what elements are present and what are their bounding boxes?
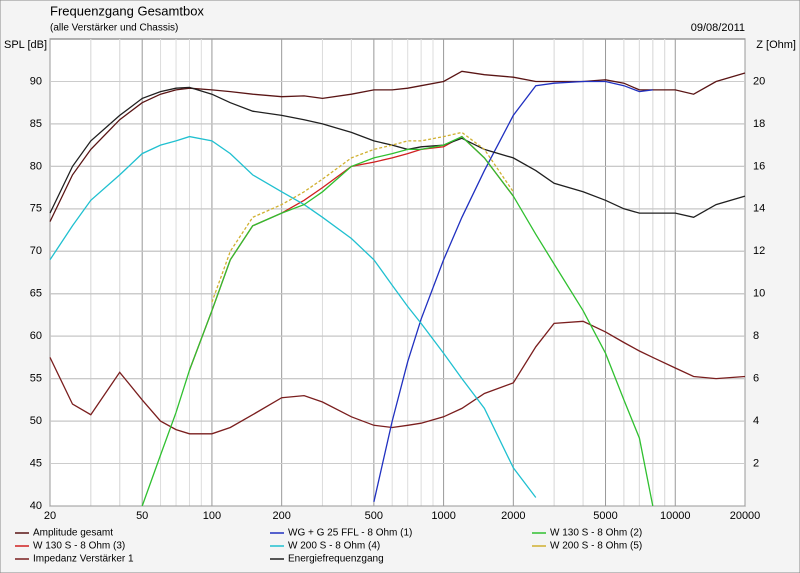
legend-label: Energiefrequenzgang [288,554,384,565]
chart-subtitle: (alle Verstärker und Chassis) [50,23,178,34]
x-tick-label: 10000 [660,510,691,522]
x-tick-label: 50 [136,510,148,522]
x-tick-label: 20000 [730,510,761,522]
series-line [49,86,746,218]
x-tick-label: 200 [272,510,290,522]
date: 09/08/2011 [691,22,745,34]
x-tick-label: 500 [365,510,383,522]
y-tick-label: 75 [30,203,42,215]
y2-tick-label: 6 [753,373,759,385]
y-tick-label: 85 [30,118,42,130]
y-tick-label: 45 [30,457,42,469]
series-line [211,131,514,303]
y-tick-label: 90 [30,75,42,87]
legend-label: W 130 S - 8 Ohm (3) [33,541,125,552]
legend-label: W 200 S - 8 Ohm (4) [288,541,380,552]
y-axis-label: SPL [dB] [4,39,47,51]
y2-tick-label: 16 [753,160,765,172]
legend-label: WG + G 25 FFL - 8 Ohm (1) [288,528,412,539]
y-tick-label: 65 [30,288,42,300]
y2-tick-label: 14 [753,203,765,215]
series-line [49,135,537,498]
y-tick-label: 70 [30,245,42,257]
y2-tick-label: 18 [753,118,765,130]
plot-area [49,38,746,507]
y-tick-label: 60 [30,330,42,342]
x-tick-label: 5000 [593,510,617,522]
y2-tick-label: 2 [753,457,759,469]
y-tick-label: 50 [30,415,42,427]
legend-label: Amplitude gesamt [33,528,113,539]
series-line [49,320,746,435]
y2-axis-label: Z [Ohm] [756,39,796,51]
legend-label: Impedanz Verstärker 1 [33,554,134,565]
y-tick-label: 40 [30,500,42,512]
y-tick-label: 80 [30,160,42,172]
chart-title: Frequenzgang Gesamtbox [50,3,204,18]
series-line [141,135,654,507]
x-tick-label: 20 [44,510,56,522]
y-tick-label: 55 [30,373,42,385]
y2-tick-label: 20 [753,75,765,87]
legend-label: W 130 S - 8 Ohm (2) [550,528,642,539]
series-line [49,70,746,222]
series-line [373,80,653,502]
y2-tick-label: 4 [753,415,759,427]
y2-tick-label: 10 [753,288,765,300]
y2-tick-label: 12 [753,245,765,257]
y2-tick-label: 8 [753,330,759,342]
legend-label: W 200 S - 8 Ohm (5) [550,541,642,552]
x-tick-label: 1000 [431,510,455,522]
x-tick-label: 2000 [501,510,525,522]
x-tick-label: 100 [203,510,221,522]
